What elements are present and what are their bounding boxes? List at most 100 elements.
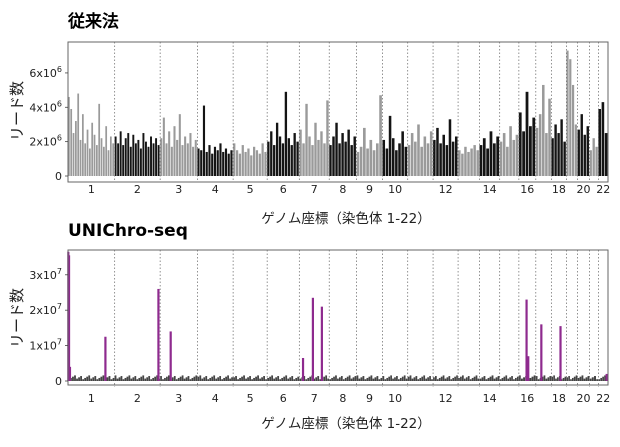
baseline-bar: [487, 377, 490, 381]
baseline-bar: [259, 378, 261, 381]
bar: [542, 84, 545, 176]
baseline-bar: [175, 379, 178, 381]
bar: [395, 150, 398, 176]
baseline-bar: [289, 377, 292, 381]
bar: [356, 151, 360, 176]
baseline-bar: [425, 378, 428, 381]
baseline-bar: [265, 379, 267, 381]
bar: [529, 126, 532, 176]
baseline-bar: [481, 377, 484, 381]
baseline-bar: [164, 377, 166, 381]
baseline-bar: [452, 377, 455, 381]
x-tick-label: 5: [247, 183, 254, 196]
baseline-bar: [354, 376, 357, 381]
bar: [375, 143, 379, 176]
bar: [95, 145, 98, 176]
bar: [314, 122, 317, 176]
baseline-bar: [411, 378, 414, 381]
bar: [410, 133, 414, 176]
peak-bar: [559, 326, 562, 381]
x-axis-ticks: 1 2 3 4 5 6 7 8 9 10 12 14 16 18 20 22: [88, 392, 610, 405]
baseline-bar: [162, 379, 164, 381]
chromosome-boundaries: [114, 42, 599, 182]
bar: [369, 139, 373, 176]
x-tick-label: 18: [552, 183, 566, 196]
bar: [86, 129, 89, 176]
baseline-bar: [297, 376, 300, 381]
bar: [142, 133, 145, 176]
bar: [162, 117, 165, 176]
y-tick-label: 1x107: [29, 338, 62, 353]
baseline-bar: [602, 376, 604, 381]
baseline-bar: [323, 376, 326, 381]
bar: [538, 114, 542, 176]
bar: [574, 124, 577, 176]
bar: [382, 139, 386, 176]
baseline-bar: [596, 379, 599, 381]
baseline-bar: [281, 377, 284, 381]
bar: [287, 138, 290, 176]
bar: [290, 145, 293, 176]
baseline-bar: [338, 377, 341, 381]
plot-frame: [67, 249, 609, 386]
baseline-bar: [549, 376, 552, 381]
baseline-bar: [235, 376, 237, 381]
x-tick-label: 12: [439, 183, 453, 196]
baseline-bar: [397, 379, 400, 381]
baseline-bar: [364, 379, 367, 381]
baseline-bar: [152, 377, 155, 381]
baseline-bar: [136, 379, 139, 381]
baseline-bar: [516, 376, 519, 381]
baseline-bar: [295, 377, 298, 381]
baseline-bar: [469, 379, 472, 381]
baseline-bar: [413, 377, 416, 381]
bar: [267, 141, 270, 176]
baseline-bar: [156, 375, 158, 381]
x-tick-label: 10: [388, 183, 402, 196]
bar: [270, 131, 273, 176]
x-tick-label: 14: [483, 392, 497, 405]
bar: [165, 143, 168, 176]
bar: [302, 143, 305, 176]
bar: [482, 138, 486, 176]
baseline-bar: [433, 377, 435, 381]
x-tick-label: 6: [280, 392, 287, 405]
x-axis-label: ゲノム座標（染色体 1-22）: [261, 415, 431, 432]
baseline-bar: [533, 375, 536, 381]
bar: [253, 146, 256, 176]
baseline-bar: [118, 377, 121, 381]
bar: [571, 84, 575, 176]
baseline-bar: [183, 378, 186, 381]
baseline-bar: [291, 376, 294, 381]
bar: [205, 151, 208, 176]
y-tick-label: 2x106: [29, 134, 62, 149]
bar: [458, 150, 461, 176]
x-axis-label: ゲノム座標（染色体 1-22）: [261, 210, 431, 227]
baseline-bar: [372, 378, 375, 381]
bar: [216, 150, 219, 176]
baseline-bar: [241, 376, 243, 381]
bar: [506, 146, 509, 176]
bar: [189, 133, 192, 176]
baseline-bar: [197, 376, 200, 381]
baseline-bar: [92, 377, 95, 381]
bar: [341, 133, 344, 176]
y-tick-label: 3x107: [29, 267, 62, 282]
bar: [311, 145, 314, 176]
baseline-bar: [568, 376, 570, 381]
baseline-bar: [463, 378, 466, 381]
bar: [359, 146, 363, 176]
bar: [70, 109, 73, 176]
bar: [213, 146, 217, 176]
bar: [509, 126, 512, 176]
bar: [211, 153, 214, 176]
baseline-bar: [331, 377, 333, 381]
bar: [372, 150, 376, 176]
bar: [489, 131, 493, 176]
baseline-bar: [520, 378, 523, 381]
baseline-bar: [251, 379, 253, 381]
baseline-bar: [423, 375, 426, 381]
baseline-bar: [564, 376, 567, 381]
baseline-bar: [495, 377, 498, 381]
